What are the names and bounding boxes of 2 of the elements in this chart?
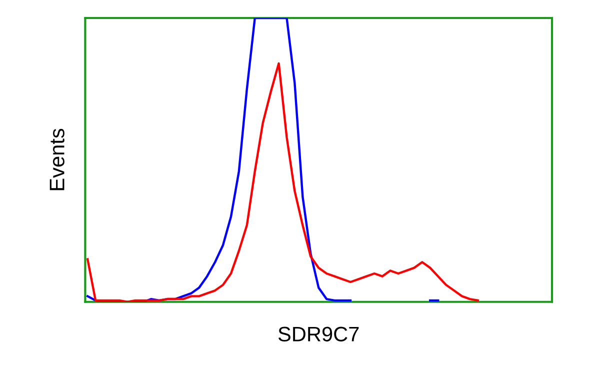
y-axis-title: Events — [50, 128, 64, 190]
x-axis-title: SDR9C7 — [278, 326, 359, 342]
